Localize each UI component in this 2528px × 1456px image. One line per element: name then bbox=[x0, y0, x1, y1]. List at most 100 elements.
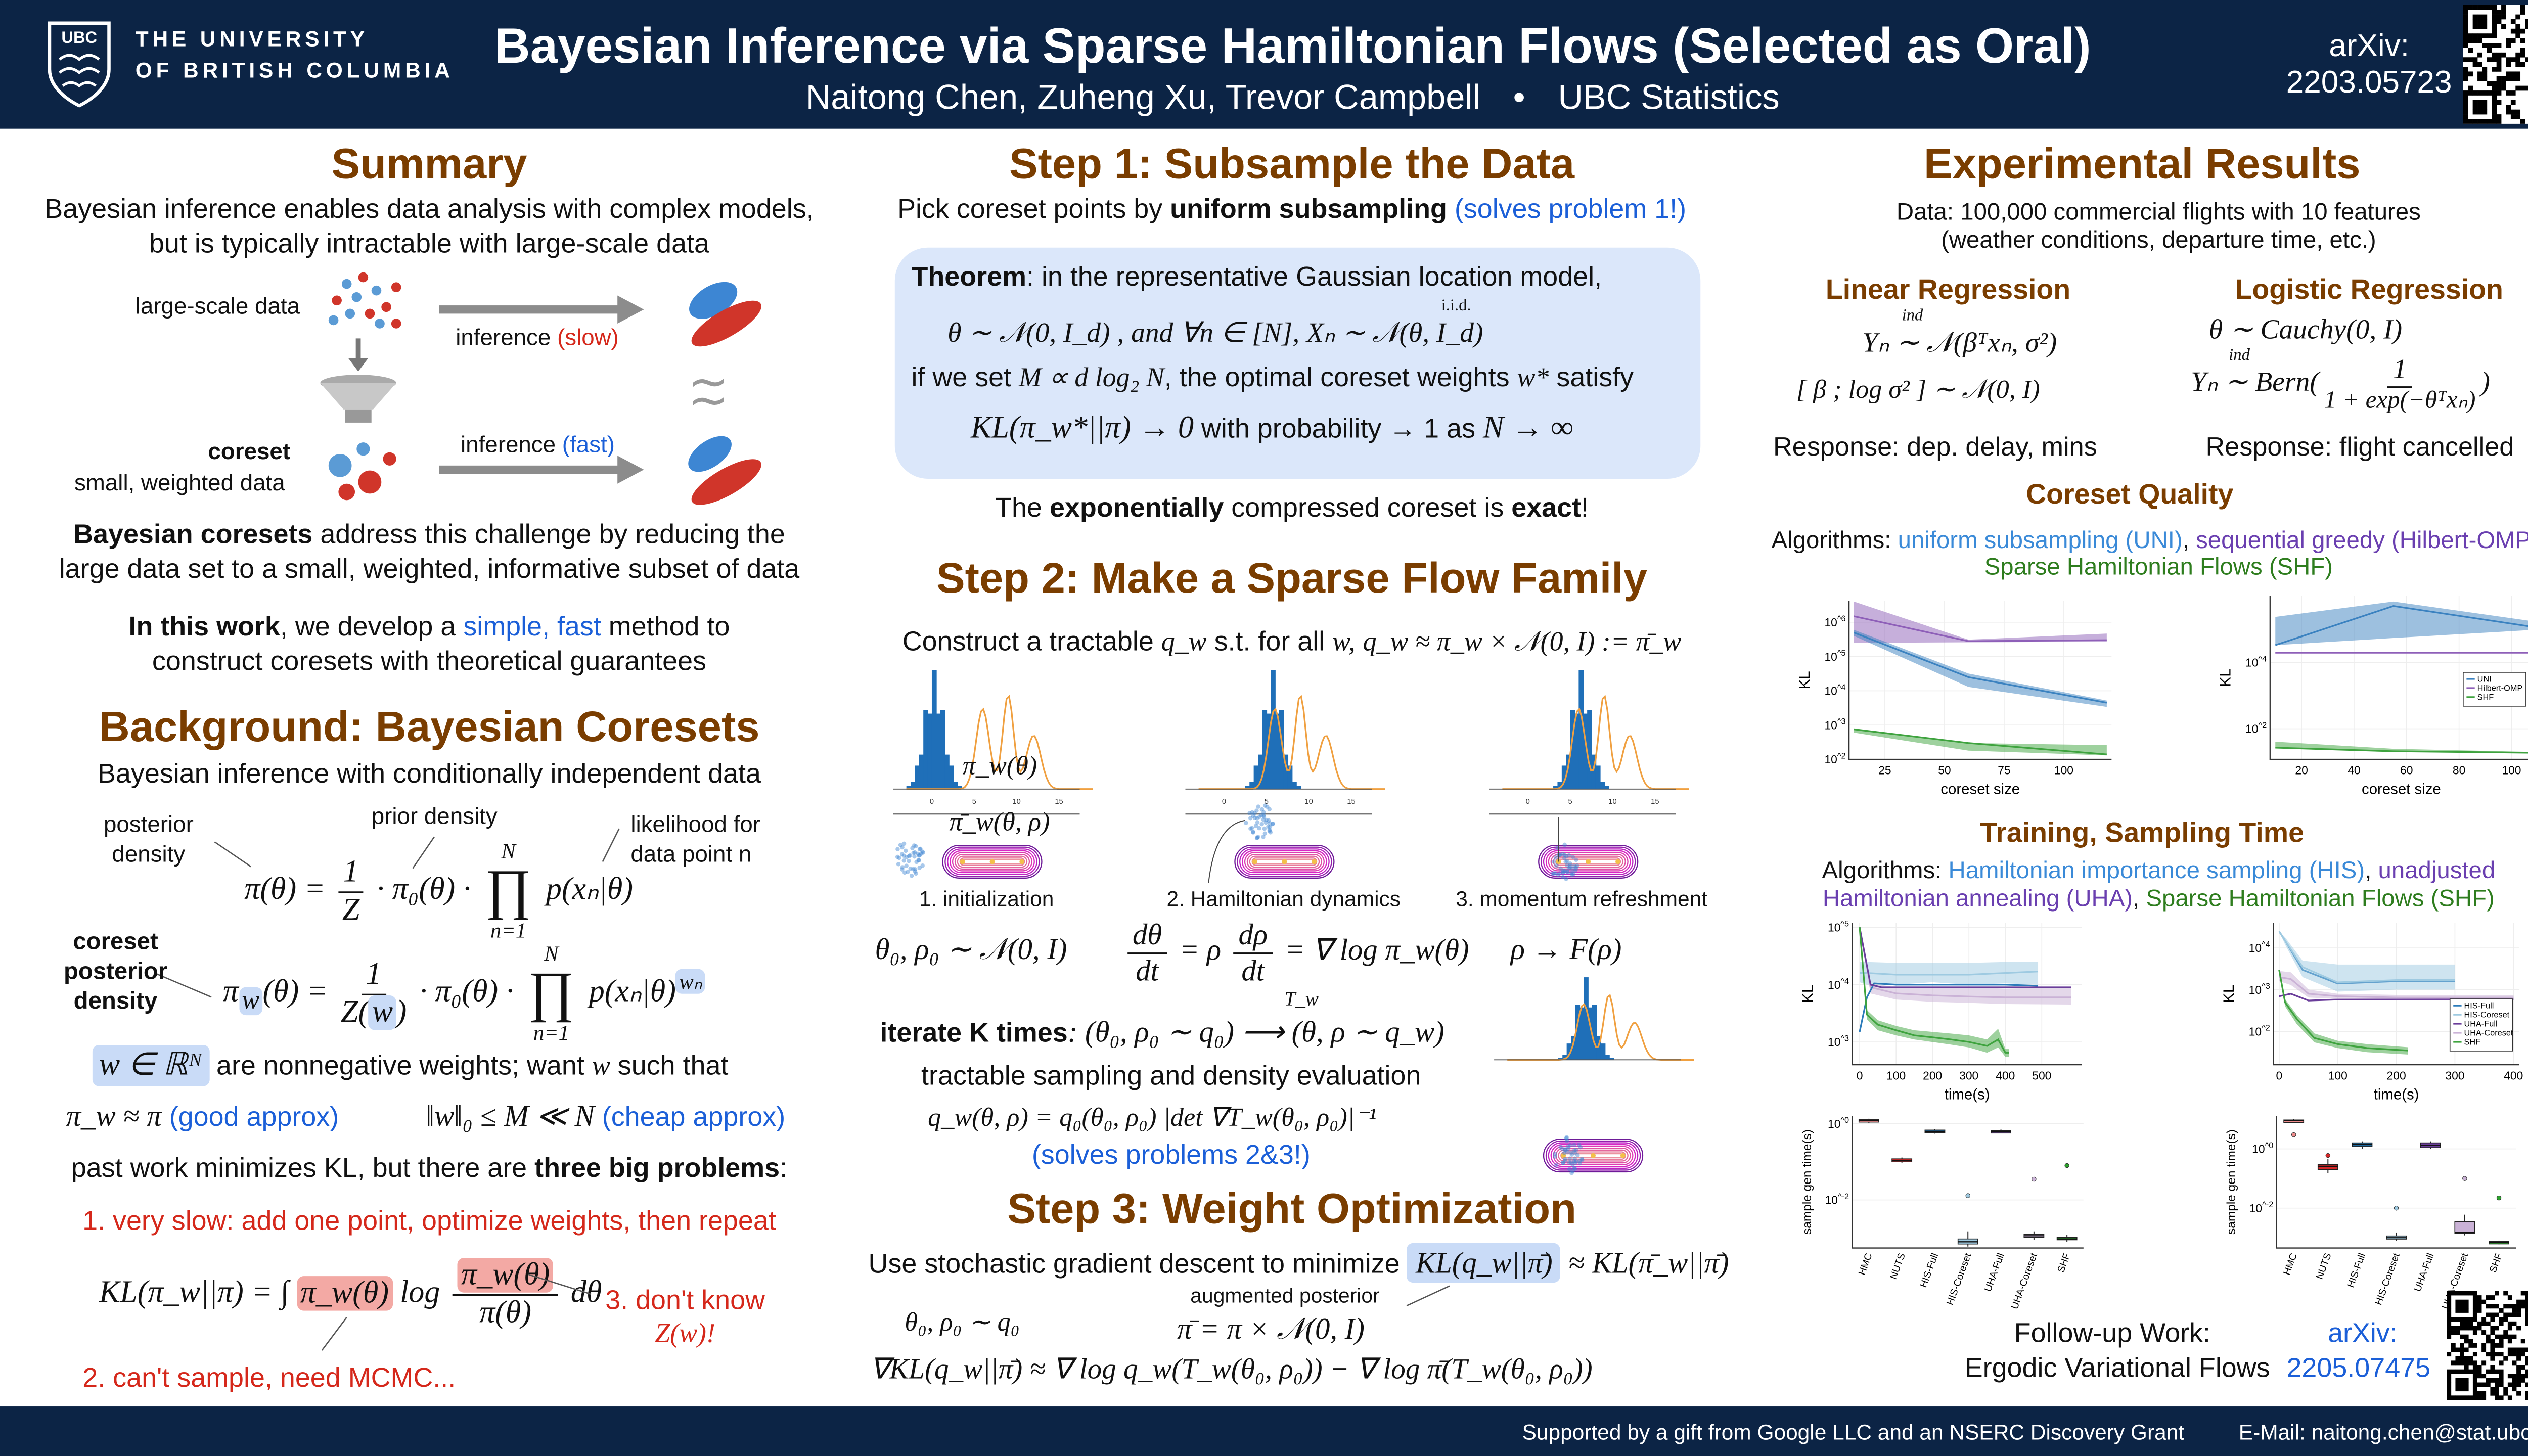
qr-module bbox=[2481, 1330, 2487, 1335]
particle bbox=[1561, 1160, 1565, 1165]
qr-module bbox=[2472, 33, 2478, 38]
qr-module bbox=[2472, 1330, 2477, 1335]
qr-module bbox=[2512, 1387, 2517, 1392]
qr-module bbox=[2512, 1374, 2517, 1379]
qr-module bbox=[2460, 1352, 2464, 1357]
follow-up-arxiv-id[interactable]: 2205.07475 bbox=[2286, 1353, 2431, 1384]
qr-module bbox=[2463, 90, 2468, 96]
iterate-equation: : (θ₀, ρ₀ ∼ q₀) ⟶ (θ, ρ ∼ q_w) bbox=[1067, 1015, 1444, 1049]
qr-module bbox=[2464, 1369, 2469, 1374]
qr-module bbox=[2481, 1299, 2487, 1304]
contour-line bbox=[952, 852, 1032, 872]
qr-module bbox=[2525, 85, 2528, 91]
label-line: data point n bbox=[630, 840, 752, 867]
qr-module bbox=[2490, 1387, 2495, 1392]
qr-module bbox=[2525, 1356, 2528, 1361]
category-label: HMC bbox=[1857, 1252, 1875, 1277]
particle bbox=[914, 859, 919, 864]
qr-module bbox=[2499, 1378, 2504, 1383]
qr-module bbox=[2464, 1395, 2469, 1400]
kl-density-highlight: π_w(θ) bbox=[297, 1276, 392, 1310]
box-hmc: HMC bbox=[2281, 1119, 2305, 1277]
particle bbox=[1572, 1165, 1576, 1170]
category-label: HMC bbox=[2281, 1252, 2299, 1277]
qr-module bbox=[2463, 67, 2468, 72]
coresets-line1: Bayesian coresets address this challenge… bbox=[0, 520, 859, 552]
contour-line bbox=[1548, 852, 1629, 872]
series-line bbox=[2275, 747, 2528, 754]
particle bbox=[1572, 863, 1576, 868]
denominator: 1 + exp(−θᵀxₙ) bbox=[2324, 387, 2476, 414]
contact-email[interactable]: E-Mail: naitong.chen@stat.ubc.ca bbox=[2238, 1420, 2528, 1445]
legend-label: SHF bbox=[2464, 1037, 2480, 1046]
qr-module bbox=[2503, 1334, 2508, 1339]
confidence-band bbox=[2275, 601, 2528, 646]
qr-module bbox=[2506, 76, 2511, 81]
qr-code-arxiv[interactable] bbox=[2463, 5, 2528, 124]
particle bbox=[1258, 813, 1263, 817]
qr-module bbox=[2510, 114, 2516, 119]
coreset-quality-heading: Coreset Quality bbox=[2026, 478, 2234, 510]
qr-code-follow-up[interactable] bbox=[2447, 1291, 2528, 1400]
qr-module bbox=[2486, 1378, 2491, 1383]
particle bbox=[1271, 821, 1275, 826]
particle bbox=[1563, 868, 1567, 873]
qr-module bbox=[2507, 1304, 2512, 1309]
outlier bbox=[2394, 1205, 2399, 1211]
histogram-bar bbox=[1600, 1043, 1606, 1060]
qr-module bbox=[2495, 1391, 2499, 1396]
particle bbox=[1266, 824, 1271, 829]
follow-up-arxiv-label[interactable]: arXiv: bbox=[2328, 1318, 2398, 1349]
qr-module bbox=[2492, 33, 2497, 38]
y-tick-label: 10^4 bbox=[2249, 940, 2270, 954]
axes bbox=[2269, 596, 2528, 760]
qr-module bbox=[2464, 1365, 2469, 1370]
particle bbox=[1561, 875, 1565, 880]
confidence-band bbox=[1854, 601, 2107, 643]
qr-module bbox=[2468, 85, 2473, 91]
ubc-logo: UBC bbox=[48, 21, 111, 108]
coreset-posterior-label: coreset posterior density bbox=[50, 928, 182, 1017]
qr-module bbox=[2486, 1339, 2491, 1344]
qr-module bbox=[2468, 57, 2473, 62]
arxiv-id[interactable]: 2203.05723 bbox=[2286, 66, 2452, 101]
particle bbox=[1563, 859, 1568, 864]
series-line bbox=[2278, 970, 2408, 1052]
slow-text: (slow) bbox=[557, 324, 619, 350]
particle bbox=[1259, 822, 1264, 827]
product-operator: N ∏ n=1 bbox=[528, 941, 574, 1047]
logreg-likelihood: Yₙ ∼ Bern(1 1 + exp(−θᵀxₙ)) bbox=[2191, 353, 2490, 416]
particle bbox=[1256, 804, 1261, 809]
particle bbox=[1555, 846, 1560, 850]
contour-line bbox=[1543, 1139, 1644, 1173]
qr-module bbox=[2481, 1395, 2487, 1400]
label: Algorithms: bbox=[1771, 528, 1898, 555]
qr-module bbox=[2503, 1312, 2508, 1317]
qr-module bbox=[2487, 48, 2492, 53]
qr-module bbox=[2520, 10, 2525, 15]
logreg-ind: ind bbox=[2229, 346, 2250, 365]
qr-module bbox=[2515, 14, 2521, 20]
box bbox=[2454, 1221, 2475, 1234]
particle bbox=[1562, 842, 1567, 847]
particle bbox=[910, 846, 915, 851]
confidence-band bbox=[2275, 742, 2528, 753]
histogram-bar bbox=[1292, 782, 1297, 789]
logreg-response: Response: flight cancelled bbox=[2205, 434, 2514, 463]
qr-module bbox=[2455, 1330, 2460, 1335]
university-name-line2: OF BRITISH COLUMBIA bbox=[135, 58, 454, 83]
outlier bbox=[2032, 1176, 2037, 1182]
background-intro: Bayesian inference with conditionally in… bbox=[98, 759, 761, 789]
qr-module bbox=[2455, 1299, 2460, 1304]
x-tick-label: 80 bbox=[2453, 763, 2465, 777]
qr-module bbox=[2496, 67, 2502, 72]
construct-equation: q_w ≈ π_w × 𝒩(0, I) := π̄_w bbox=[1363, 625, 1682, 657]
numerator: dρ bbox=[1233, 918, 1273, 954]
funding-acknowledgement: Supported by a gift from Google LLC and … bbox=[1522, 1420, 2185, 1445]
coreset-size-math: M ∝ d log₂ N bbox=[1019, 361, 1164, 393]
qr-module bbox=[2499, 1352, 2504, 1357]
past-bold: three big problems bbox=[534, 1154, 780, 1184]
qr-module bbox=[2477, 1295, 2482, 1300]
